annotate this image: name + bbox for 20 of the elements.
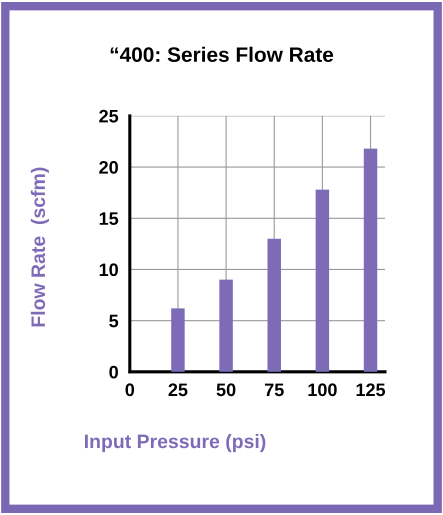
bar <box>316 190 330 372</box>
bar <box>267 238 281 372</box>
y-axis-title: Flow Rate (scfm) <box>30 168 49 326</box>
x-tick-label: 75 <box>264 384 284 396</box>
x-tick-label: 100 <box>308 383 337 396</box>
y-tick-label: 15 <box>100 212 118 225</box>
x-tick-label: 125 <box>356 383 386 396</box>
bar <box>219 280 233 372</box>
bar <box>171 308 185 372</box>
x-tick-label: 25 <box>168 383 188 396</box>
y-tick-label: 0 <box>109 366 118 379</box>
y-tick-label: 5 <box>109 314 118 328</box>
x-tick-label: 50 <box>216 383 236 396</box>
chart-title: “400: Series Flow Rate <box>110 46 334 62</box>
x-tick-label: 0 <box>125 383 134 396</box>
y-tick-label: 10 <box>100 263 118 276</box>
x-axis-title: Input Pressure (psi) <box>84 434 266 452</box>
y-tick-label: 25 <box>99 110 118 123</box>
bar <box>364 148 378 372</box>
y-tick-label: 20 <box>99 161 118 174</box>
